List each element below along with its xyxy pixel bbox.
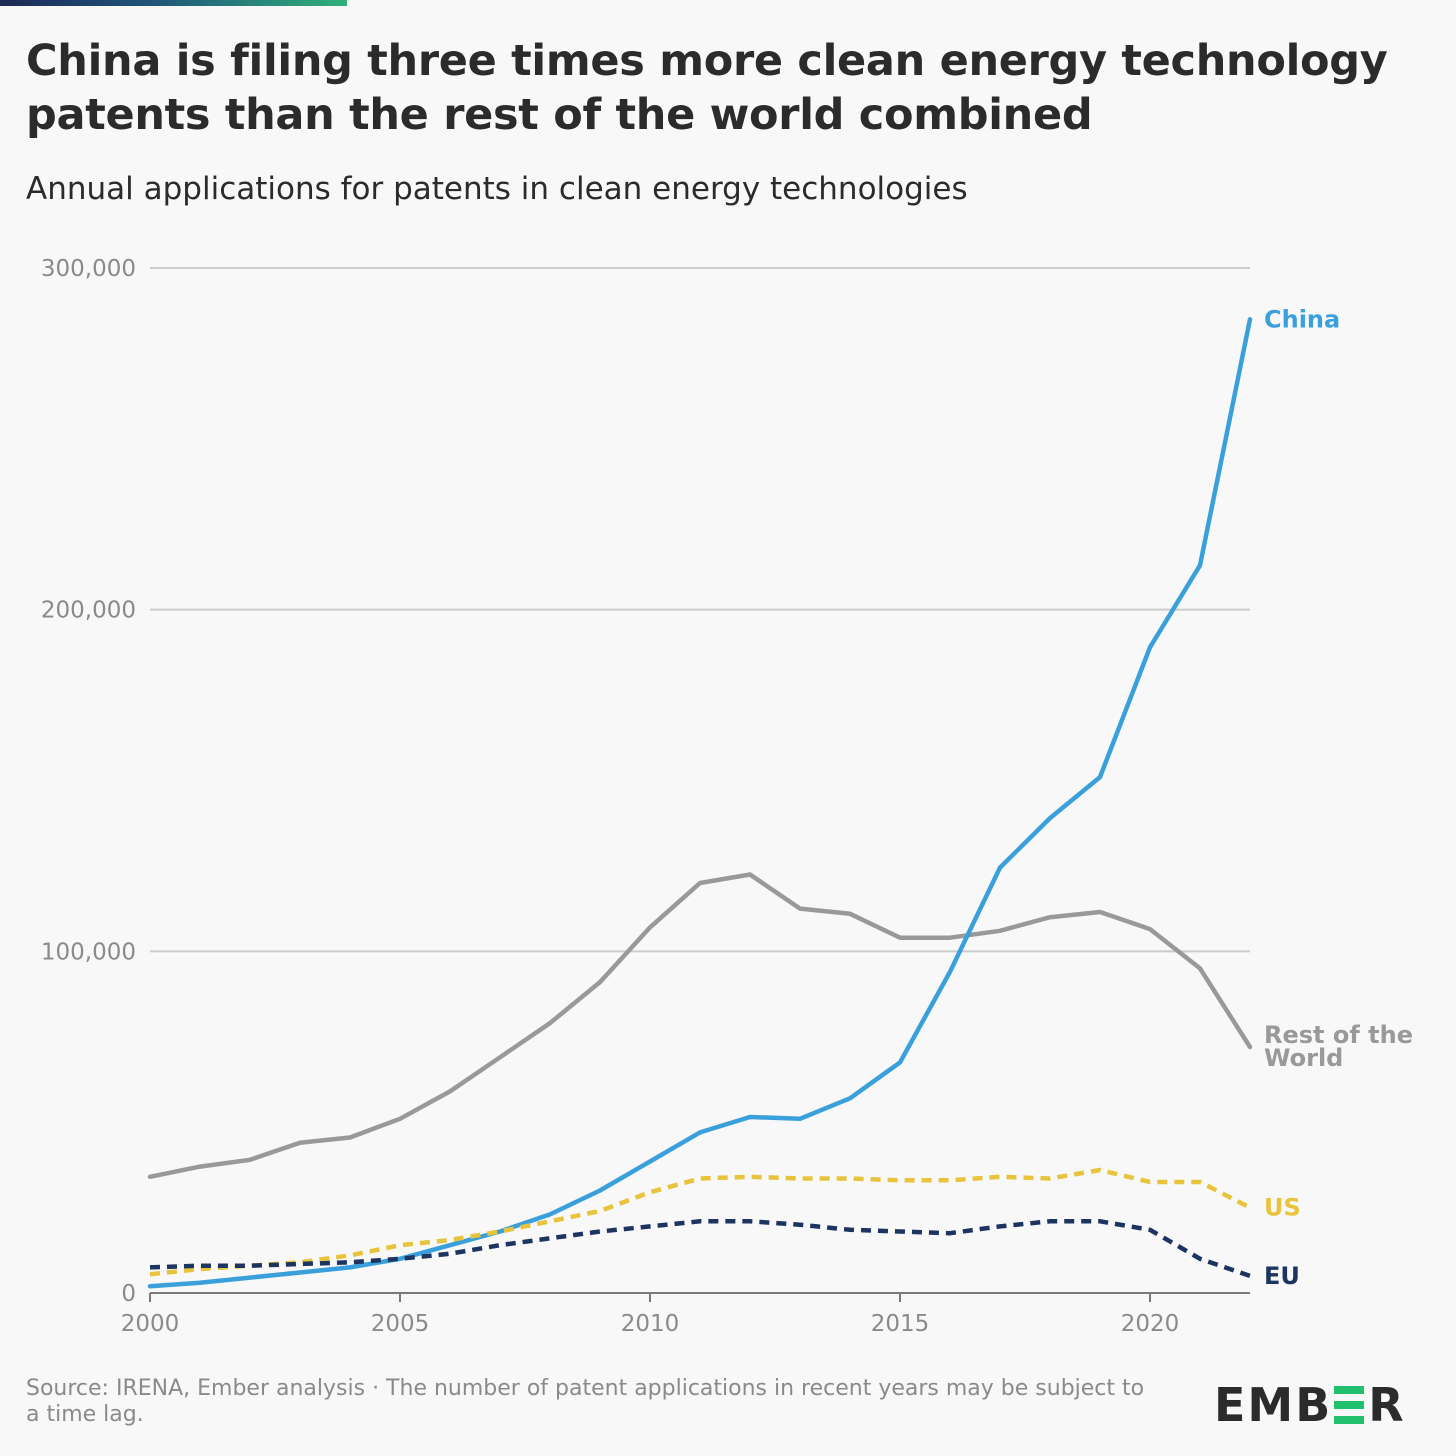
series-label-us: US — [1264, 1194, 1301, 1222]
series-label-rest_of_world: Rest of the World — [1264, 1021, 1413, 1072]
series-label-line: China — [1264, 305, 1340, 333]
series-label-china: China — [1264, 305, 1340, 333]
x-tick-label: 2000 — [121, 1311, 180, 1337]
x-tick-label: 2020 — [1121, 1311, 1180, 1337]
x-tick-label: 2005 — [371, 1311, 430, 1337]
logo-green-e-icon — [1334, 1386, 1365, 1424]
logo-text-suffix: R — [1368, 1378, 1406, 1432]
series-line-rest_of_world — [147, 872, 1253, 1180]
series-label-line: World — [1264, 1044, 1343, 1072]
gridlines — [150, 267, 1250, 953]
ember-logo: EMB R — [1214, 1380, 1406, 1430]
chart-title: China is filing three times more clean e… — [26, 36, 1388, 140]
y-tick-label: 100,000 — [41, 939, 136, 965]
source-note: Source: IRENA, Ember analysis · The numb… — [26, 1376, 1145, 1427]
x-tick-label: 2010 — [621, 1311, 680, 1337]
series-labels: Rest of the World China US EU — [1264, 305, 1413, 1290]
series-line-china — [147, 317, 1253, 1289]
logo-text-prefix: EMB — [1214, 1378, 1333, 1432]
y-tick-label: 0 — [121, 1281, 136, 1307]
series-label-line: EU — [1264, 1262, 1300, 1290]
x-tick-label: 2015 — [871, 1311, 930, 1337]
series-line-eu — [149, 1219, 1251, 1279]
y-tick-label: 300,000 — [41, 256, 136, 282]
series-line-us — [149, 1167, 1252, 1277]
series-label-line: US — [1264, 1194, 1301, 1222]
brand-accent-bar — [0, 0, 347, 6]
series-label-line: Rest of the — [1264, 1021, 1413, 1049]
chart-subtitle: Annual applications for patents in clean… — [26, 171, 968, 207]
series-lines — [147, 317, 1253, 1289]
line-chart: 0 100,000 200,000 300,000 2000 2005 2010 2015 20… — [41, 256, 1413, 1337]
y-tick-label: 200,000 — [41, 598, 136, 624]
axes: 0 100,000 200,000 300,000 2000 2005 2010 2015 20… — [41, 256, 1250, 1337]
series-label-eu: EU — [1264, 1262, 1300, 1290]
